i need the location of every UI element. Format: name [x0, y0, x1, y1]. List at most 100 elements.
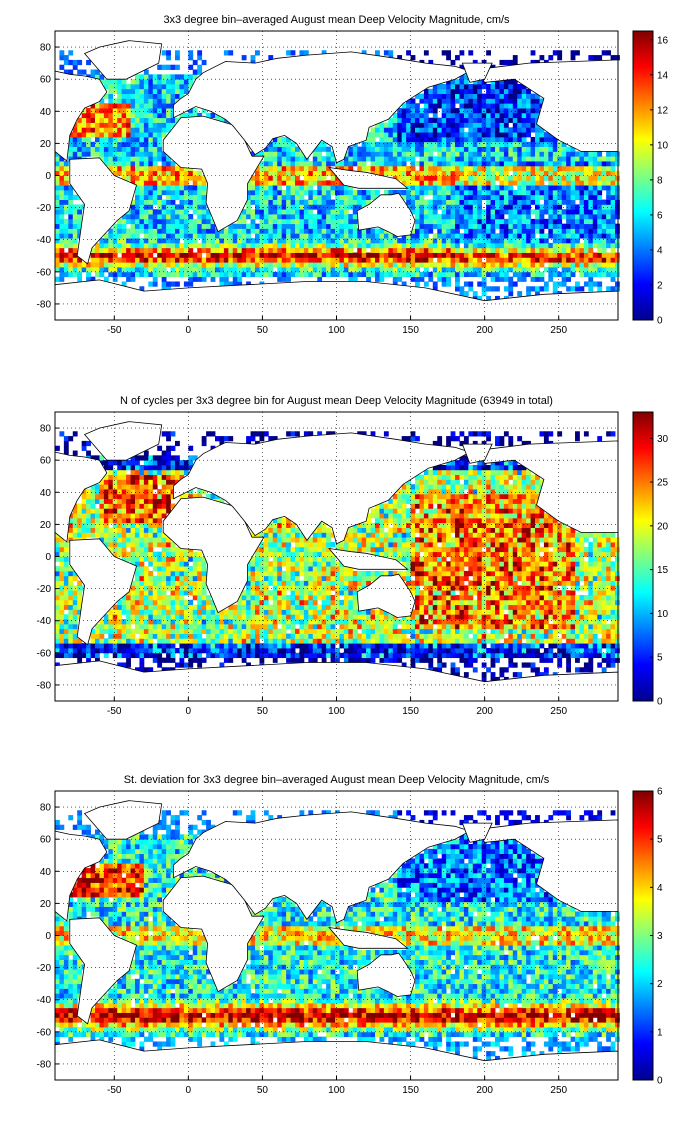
heatmap-cell — [259, 209, 265, 215]
heatmap-cell — [179, 662, 185, 668]
y-tick-label: 60 — [40, 75, 52, 86]
heatmap-cell — [139, 189, 145, 196]
heatmap-cell — [441, 141, 447, 147]
heatmap-cell — [321, 214, 327, 220]
heatmap-cell — [59, 595, 65, 601]
heatmap-cell — [406, 271, 411, 278]
heatmap-cell — [86, 267, 91, 273]
heatmap-cell — [179, 595, 185, 601]
heatmap-cell — [139, 561, 145, 567]
heatmap-cell — [170, 247, 176, 253]
heatmap-cell — [401, 165, 407, 172]
heatmap-cell — [326, 233, 331, 239]
heatmap-cell — [495, 276, 500, 282]
heatmap-cell — [148, 590, 154, 596]
heatmap-cell — [446, 267, 451, 273]
heatmap-cell — [330, 262, 336, 268]
heatmap-cell — [428, 204, 434, 210]
heatmap-cell — [183, 628, 189, 634]
heatmap-cell — [370, 252, 376, 258]
heatmap-cell — [72, 652, 78, 659]
heatmap-cell — [503, 151, 509, 157]
heatmap-cell — [397, 262, 403, 268]
heatmap-cell — [143, 503, 149, 509]
heatmap-cell — [472, 112, 478, 119]
heatmap-cell — [401, 267, 407, 273]
heatmap-cell — [143, 132, 149, 138]
heatmap-cell — [161, 590, 167, 596]
heatmap-cell — [610, 175, 616, 181]
heatmap-cell — [526, 262, 531, 268]
heatmap-cell — [161, 214, 167, 220]
heatmap-cell — [335, 238, 340, 244]
heatmap-cell — [339, 247, 345, 253]
heatmap-cell — [321, 199, 327, 205]
heatmap-cell — [441, 156, 447, 162]
heatmap-cell — [143, 189, 149, 196]
heatmap-cell — [459, 267, 465, 273]
heatmap-cell — [223, 262, 229, 268]
heatmap-cell — [277, 218, 283, 225]
heatmap-cell — [459, 291, 465, 297]
heatmap-cell — [583, 204, 589, 210]
heatmap-cell — [521, 83, 527, 90]
heatmap-cell — [410, 136, 416, 143]
heatmap-cell — [103, 493, 109, 500]
heatmap-cell — [370, 238, 376, 244]
heatmap-cell — [166, 252, 171, 258]
heatmap-cell — [508, 103, 514, 109]
heatmap-cell — [419, 122, 425, 128]
heatmap-cell — [432, 170, 438, 176]
heatmap-cell — [103, 79, 109, 85]
heatmap-cell — [375, 127, 380, 133]
heatmap-cell — [370, 247, 376, 253]
heatmap-cell — [383, 132, 389, 138]
heatmap-cell — [361, 50, 367, 56]
heatmap-cell — [255, 271, 260, 278]
heatmap-cell — [437, 117, 443, 123]
heatmap-cell — [415, 151, 420, 157]
heatmap-cell — [375, 170, 380, 176]
heatmap-cell — [432, 122, 438, 128]
heatmap-cell — [166, 156, 171, 162]
heatmap-cell — [450, 267, 456, 273]
heatmap-cell — [77, 214, 83, 220]
heatmap-cell — [428, 151, 434, 157]
heatmap-cell — [299, 257, 305, 263]
heatmap-cell — [410, 156, 416, 162]
heatmap-cell — [281, 151, 287, 157]
heatmap-cell — [237, 214, 243, 220]
heatmap-cell — [157, 498, 163, 504]
heatmap-cell — [90, 638, 96, 644]
heatmap-cell — [406, 242, 411, 249]
heatmap-cell — [415, 281, 420, 287]
heatmap-cell — [219, 233, 225, 239]
heatmap-cell — [610, 170, 616, 176]
heatmap-cell — [166, 469, 171, 476]
heatmap-cell — [121, 493, 127, 500]
heatmap-cell — [143, 604, 149, 610]
heatmap-cell — [539, 223, 545, 229]
heatmap-cell — [477, 209, 483, 215]
heatmap-cell — [535, 127, 540, 133]
heatmap-cell — [503, 247, 509, 253]
heatmap-cell — [139, 648, 145, 654]
heatmap-cell — [135, 464, 140, 471]
heatmap-cell — [432, 189, 438, 196]
heatmap-cell — [192, 580, 198, 586]
heatmap-cell — [179, 180, 185, 186]
heatmap-cell — [459, 146, 465, 152]
heatmap-cell — [77, 595, 83, 601]
heatmap-cell — [170, 214, 176, 220]
heatmap-cell — [508, 242, 514, 249]
heatmap-cell — [446, 55, 451, 61]
heatmap-cell — [401, 103, 407, 109]
heatmap-cell — [68, 638, 74, 644]
heatmap-cell — [495, 214, 500, 220]
heatmap-cell — [512, 218, 518, 225]
heatmap-cell — [268, 156, 274, 162]
heatmap-cell — [86, 276, 91, 282]
heatmap-cell — [450, 252, 456, 258]
heatmap-cell — [428, 189, 434, 196]
heatmap-cell — [548, 252, 554, 258]
